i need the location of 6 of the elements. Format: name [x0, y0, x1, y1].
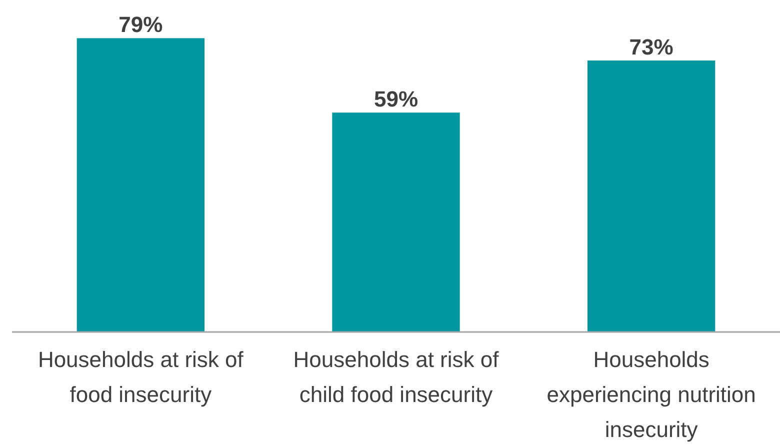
data-label: 59%: [374, 86, 418, 112]
data-label: 79%: [118, 12, 163, 38]
x-tick-label: Households experiencing nutrition insecurity: [546, 347, 756, 442]
data-label: 73%: [629, 34, 674, 60]
x-tick-label: Households at risk of food insecurity: [38, 347, 244, 407]
x-tick-label: Households at risk of child food insecurity: [293, 347, 500, 407]
